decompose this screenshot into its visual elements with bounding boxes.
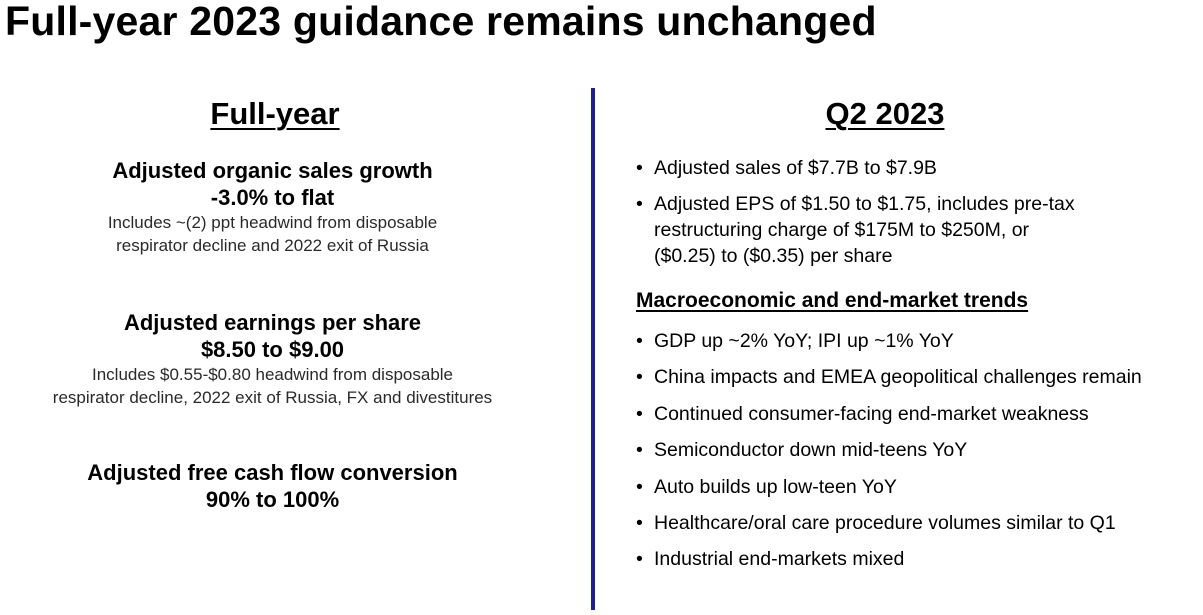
list-item: • Healthcare/oral care procedure volumes…: [636, 510, 1142, 536]
bullet-icon: •: [636, 193, 643, 215]
bullet-icon: •: [636, 330, 643, 352]
macro-trends-list: • GDP up ~2% YoY; IPI up ~1% YoY • China…: [636, 328, 1142, 583]
metric-title: Adjusted earnings per share: [123, 310, 422, 335]
q2-bullet-list: • Adjusted sales of $7.7B to $7.9B • Adj…: [636, 155, 1075, 279]
column-divider: [591, 88, 595, 610]
bullet-icon: •: [636, 366, 643, 389]
bullet-text: Auto builds up low-teen YoY: [654, 475, 897, 498]
metric-value: 90% to 100%: [205, 487, 340, 512]
list-item: • Adjusted sales of $7.7B to $7.9B: [636, 155, 1075, 181]
metric-organic-sales-growth: Adjusted organic sales growth -3.0% to f…: [0, 157, 545, 257]
bullet-text: Continued consumer-facing end-market wea…: [654, 402, 1089, 425]
metric-title: Adjusted free cash flow conversion: [87, 460, 458, 485]
metric-note-line: Includes ~(2) ppt headwind from disposab…: [107, 213, 438, 232]
list-item: • Auto builds up low-teen YoY: [636, 474, 1142, 500]
list-item: • China impacts and EMEA geopolitical ch…: [636, 364, 1142, 390]
metric-title: Adjusted organic sales growth: [112, 158, 433, 183]
bullet-text: Healthcare/oral care procedure volumes s…: [654, 511, 1116, 534]
bullet-text: GDP up ~2% YoY; IPI up ~1% YoY: [654, 330, 954, 352]
bullet-text: China impacts and EMEA geopolitical chal…: [654, 366, 1142, 389]
bullet-icon: •: [636, 475, 643, 498]
list-item: • GDP up ~2% YoY; IPI up ~1% YoY: [636, 328, 1142, 354]
page-title: Full-year 2023 guidance remains unchange…: [5, 0, 877, 44]
metric-note-line: respirator decline, 2022 exit of Russia,…: [52, 388, 493, 407]
bullet-icon: •: [636, 511, 643, 534]
list-item: • Adjusted EPS of $1.50 to $1.75, includ…: [636, 191, 1075, 269]
bullet-icon: •: [636, 548, 643, 571]
bullet-text-line: restructuring charge of $175M to $250M, …: [654, 219, 1030, 241]
list-item: • Semiconductor down mid-teens YoY: [636, 437, 1142, 463]
bullet-text: Semiconductor down mid-teens YoY: [654, 439, 968, 462]
list-item: • Continued consumer-facing end-market w…: [636, 401, 1142, 427]
list-item: • Industrial end-markets mixed: [636, 546, 1142, 572]
metric-value: $8.50 to $9.00: [200, 337, 345, 362]
q2-heading: Q2 2023: [825, 96, 945, 131]
bullet-icon: •: [636, 402, 643, 425]
metric-note-line: Includes $0.55-$0.80 headwind from dispo…: [91, 365, 454, 384]
full-year-heading: Full-year: [210, 96, 340, 131]
bullet-text-line: Adjusted EPS of $1.50 to $1.75, includes…: [654, 193, 1075, 215]
metric-value: -3.0% to flat: [210, 185, 335, 210]
bullet-text: Industrial end-markets mixed: [654, 548, 905, 571]
metric-note-line: respirator decline and 2022 exit of Russ…: [116, 236, 429, 255]
bullet-text-line: ($0.25) to ($0.35) per share: [654, 245, 893, 267]
metric-free-cash-flow-conversion: Adjusted free cash flow conversion 90% t…: [0, 459, 545, 513]
bullet-icon: •: [636, 157, 643, 179]
bullet-text-line: Adjusted sales of $7.7B to $7.9B: [654, 157, 937, 179]
bullet-icon: •: [636, 439, 643, 462]
macro-trends-heading: Macroeconomic and end-market trends: [636, 289, 1029, 312]
metric-earnings-per-share: Adjusted earnings per share $8.50 to $9.…: [0, 309, 545, 409]
